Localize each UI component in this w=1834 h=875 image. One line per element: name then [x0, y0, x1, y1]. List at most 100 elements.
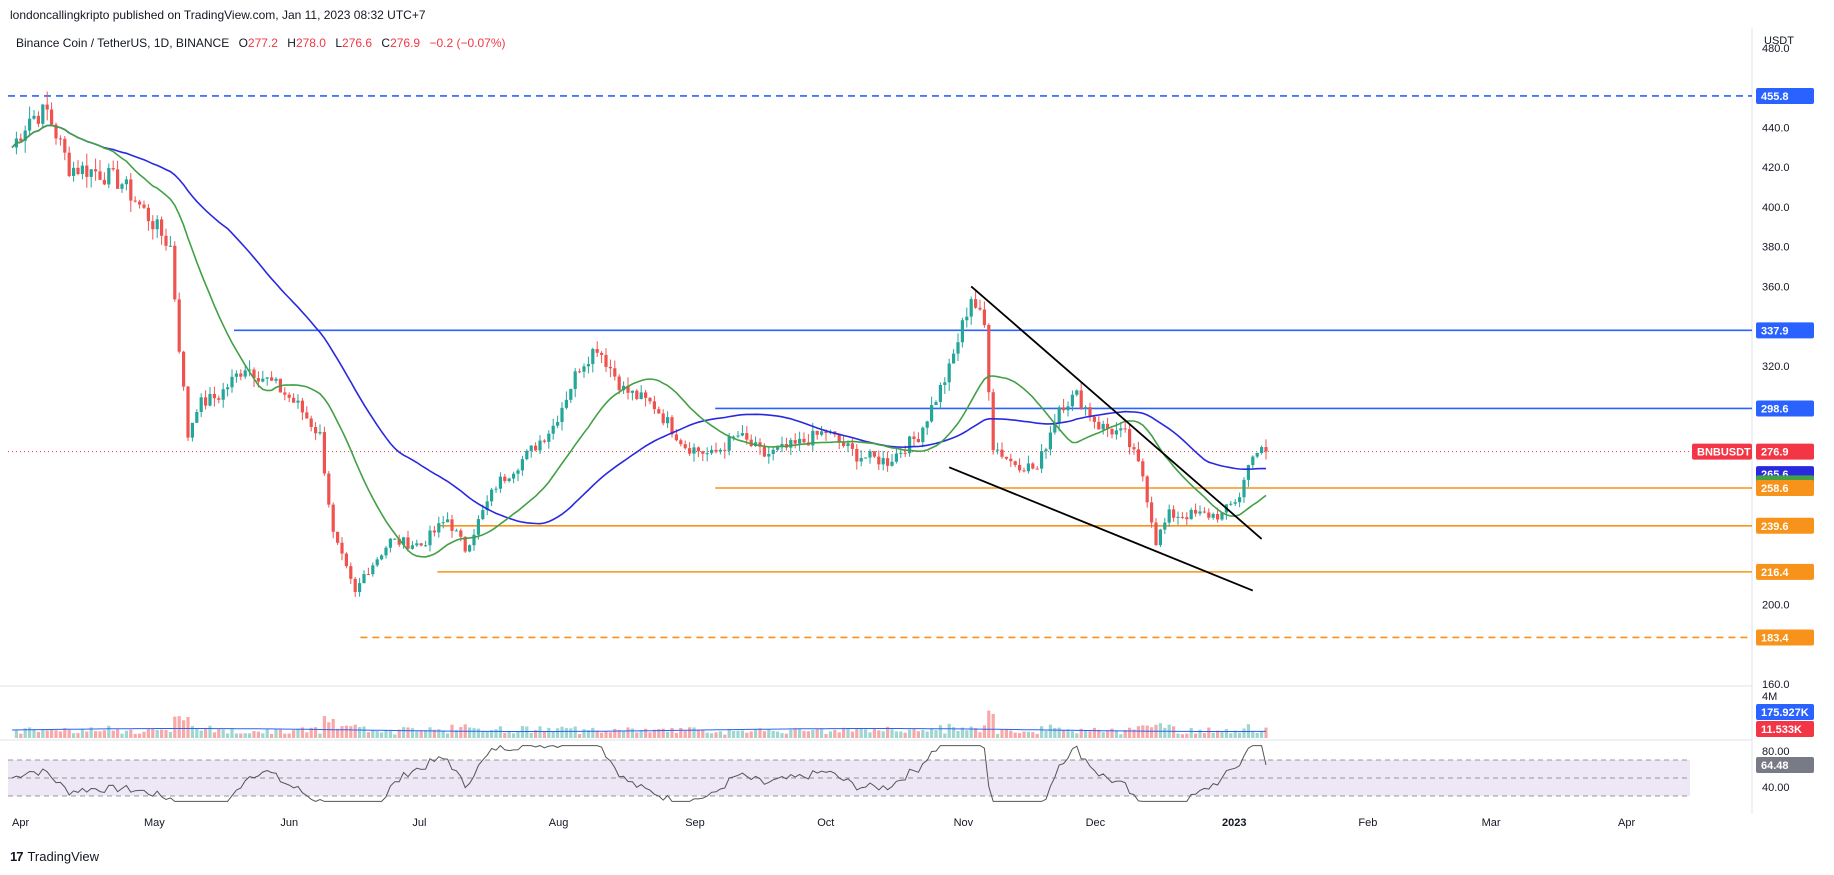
- volume-bar: [551, 731, 555, 738]
- volume-bar: [160, 729, 164, 738]
- candle-body: [1084, 407, 1088, 409]
- volume-bar: [32, 729, 36, 738]
- candle-body: [358, 583, 362, 593]
- candle-body: [727, 436, 731, 451]
- price-tag-bg: [1756, 443, 1814, 460]
- volume-bar: [234, 733, 238, 738]
- low-label: L: [335, 36, 343, 50]
- trendline: [948, 466, 1254, 592]
- volume-bar: [666, 731, 670, 738]
- volume-bar: [710, 733, 714, 738]
- volume-bar: [1079, 728, 1083, 738]
- price-tag-bg: [1756, 721, 1814, 737]
- volume-bar: [388, 730, 392, 738]
- candle-body: [173, 245, 177, 300]
- volume-bar: [740, 730, 744, 738]
- volume-bar: [1220, 732, 1224, 738]
- candle-body: [168, 245, 172, 247]
- volume-bar: [19, 733, 23, 738]
- volume-bar: [1216, 730, 1220, 738]
- candle-body: [604, 354, 608, 367]
- tradingview-logo-icon: 17: [10, 849, 24, 864]
- x-tick-label: Apr: [1618, 817, 1635, 829]
- candle-body: [520, 459, 524, 471]
- volume-bar: [1233, 730, 1237, 738]
- candle-body: [710, 449, 714, 454]
- candle-body: [124, 179, 128, 185]
- candle-body: [164, 235, 168, 246]
- volume-bar: [1260, 731, 1264, 738]
- volume-bar: [635, 732, 639, 738]
- volume-bar: [696, 729, 700, 738]
- volume-bar: [586, 730, 590, 738]
- volume-bar: [965, 730, 969, 738]
- volume-bar: [446, 733, 450, 738]
- candle-body: [463, 536, 467, 552]
- volume-bar: [516, 731, 520, 738]
- volume-bar: [1202, 733, 1206, 738]
- volume-bar: [380, 732, 384, 738]
- candle-body: [692, 447, 696, 454]
- candle-body: [45, 104, 49, 110]
- volume-bar: [569, 728, 573, 738]
- candle-body: [956, 342, 960, 354]
- price-tag-bg: [1756, 704, 1814, 720]
- volume-bar: [916, 731, 920, 738]
- volume-bar: [542, 731, 546, 738]
- candle-body: [362, 574, 366, 584]
- volume-bar: [146, 729, 150, 738]
- candle-body: [446, 519, 450, 523]
- volume-bar: [956, 731, 960, 738]
- candle-body: [1233, 502, 1237, 504]
- volume-bar: [520, 726, 524, 738]
- candle-body: [63, 138, 67, 153]
- candle-body: [1251, 456, 1255, 466]
- footer-brand[interactable]: 17 TradingView: [10, 849, 99, 864]
- candle-body: [600, 352, 604, 355]
- candle-body: [657, 409, 661, 414]
- candle-body: [696, 447, 700, 452]
- volume-bar: [978, 732, 982, 738]
- volume-bar: [630, 728, 634, 738]
- price-tag-bg: [1756, 322, 1814, 339]
- candle-body: [872, 451, 876, 457]
- volume-bar: [622, 730, 626, 738]
- volume-bar: [186, 717, 190, 738]
- candle-body: [714, 449, 718, 452]
- volume-bar: [1101, 732, 1105, 738]
- volume-bar: [767, 729, 771, 738]
- candle-body: [102, 179, 106, 185]
- volume-bar: [701, 730, 705, 738]
- price-tag-text: 337.9: [1761, 325, 1789, 337]
- candle-body: [204, 397, 208, 406]
- volume-bar: [476, 728, 480, 738]
- candle-body: [322, 432, 326, 474]
- volume-bar: [318, 733, 322, 738]
- candle-body: [340, 542, 344, 554]
- candle-body: [525, 450, 529, 460]
- volume-bar: [208, 725, 212, 738]
- price-tag-bg: [1692, 443, 1752, 460]
- volume-bar: [1163, 727, 1167, 738]
- volume-bar: [1128, 727, 1132, 738]
- volume-bar: [626, 727, 630, 738]
- candle-body: [886, 458, 890, 466]
- volume-bar: [265, 729, 269, 738]
- volume-bar: [239, 733, 243, 738]
- candle-body: [221, 389, 225, 400]
- candle-body: [432, 530, 436, 533]
- x-tick-label: Jun: [280, 817, 298, 829]
- volume-bar: [652, 729, 656, 738]
- candle-body: [820, 431, 824, 435]
- volume-bar: [415, 731, 419, 738]
- candle-body: [1092, 416, 1096, 422]
- candle-body: [1022, 470, 1026, 472]
- volume-bar: [912, 728, 916, 738]
- candle-body: [1053, 422, 1057, 433]
- candle-body: [542, 440, 546, 442]
- volume-bar: [472, 728, 476, 738]
- volume-bar: [1070, 731, 1074, 738]
- volume-bar: [600, 732, 604, 738]
- candle-body: [146, 207, 150, 222]
